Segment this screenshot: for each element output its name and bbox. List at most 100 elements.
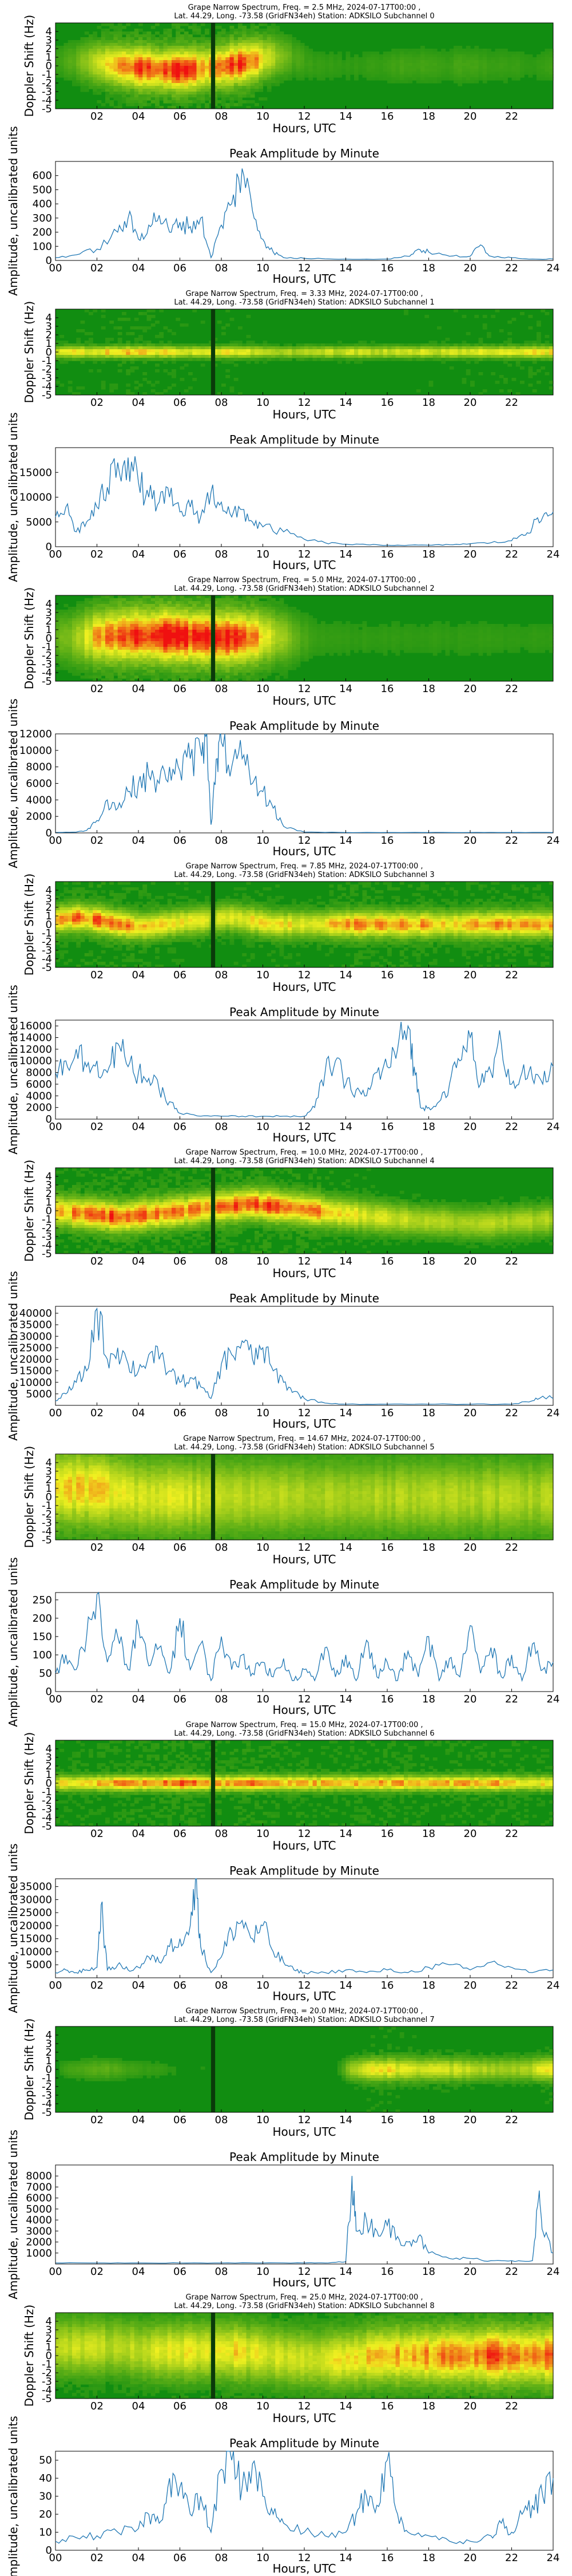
- heatmap-cell: [333, 358, 338, 361]
- heatmap-cell: [159, 77, 164, 81]
- heatmap-cell: [205, 595, 209, 599]
- heatmap-cell: [238, 77, 243, 81]
- heatmap-cell: [142, 77, 148, 81]
- heatmap-cell: [155, 60, 160, 64]
- heatmap-cell: [146, 355, 152, 358]
- heatmap-cell: [470, 352, 475, 355]
- heatmap-cell: [109, 653, 114, 656]
- heatmap-cell: [250, 77, 255, 81]
- heatmap-cell: [470, 57, 475, 61]
- heatmap-cell: [109, 63, 114, 66]
- heatmap-cell: [200, 89, 205, 92]
- heatmap-cell: [221, 94, 226, 98]
- heatmap-cell: [404, 358, 408, 361]
- heatmap-cell: [545, 349, 550, 353]
- heatmap-cell: [146, 343, 152, 347]
- heatmap-cell: [184, 610, 189, 613]
- heatmap-cell: [122, 355, 126, 358]
- heatmap-cell: [150, 607, 156, 610]
- heatmap-cell: [520, 381, 525, 384]
- heatmap-cell: [354, 60, 359, 64]
- heatmap-cell: [337, 60, 342, 64]
- heatmap-cell: [196, 615, 201, 619]
- heatmap-cell: [312, 644, 317, 647]
- heatmap-cell: [196, 74, 201, 78]
- heatmap-cell: [146, 49, 152, 52]
- heatmap-cell: [267, 601, 272, 605]
- heatmap-cell: [146, 77, 152, 81]
- heatmap-cell: [155, 655, 160, 659]
- heatmap-cell: [255, 31, 259, 35]
- heatmap-cell: [255, 63, 259, 66]
- heatmap-cell: [84, 31, 89, 35]
- heatmap-cell: [242, 613, 247, 616]
- heatmap-cell: [229, 80, 235, 84]
- heatmap-cell: [180, 89, 185, 92]
- heatmap-cell: [233, 37, 239, 41]
- heatmap-cell: [437, 69, 442, 72]
- heatmap-cell: [105, 89, 110, 92]
- heatmap-cell: [146, 613, 152, 616]
- heatmap-cell: [130, 641, 135, 645]
- heatmap-cell: [155, 49, 160, 52]
- heatmap-cell: [271, 644, 276, 647]
- heatmap-cell: [72, 349, 77, 353]
- heatmap-cell: [105, 673, 110, 676]
- heatmap-cell: [255, 346, 259, 350]
- heatmap-cell: [72, 638, 77, 642]
- heatmap-cell: [288, 349, 292, 353]
- heatmap-cell: [375, 346, 380, 350]
- heatmap-cell: [250, 624, 255, 627]
- heatmap-cell: [242, 92, 247, 95]
- heatmap-cell: [67, 635, 73, 639]
- heatmap-cell: [180, 595, 185, 599]
- heatmap-cell: [221, 598, 226, 602]
- heatmap-cell: [424, 352, 430, 355]
- x-tick-label: 14: [339, 397, 352, 409]
- heatmap-cell: [126, 83, 131, 86]
- heatmap-cell: [333, 343, 338, 347]
- heatmap-cell: [304, 655, 309, 659]
- heatmap-cell: [89, 667, 93, 670]
- heatmap-cell: [63, 624, 69, 627]
- heatmap-cell: [155, 670, 160, 673]
- heatmap-cell: [275, 601, 280, 605]
- heatmap-cell: [466, 355, 471, 358]
- heatmap-cell: [105, 43, 110, 46]
- heatmap-cell: [167, 74, 172, 78]
- heatmap-cell: [233, 638, 239, 642]
- heatmap-cell: [134, 627, 139, 630]
- heatmap-cell: [255, 343, 259, 347]
- heatmap-cell: [432, 54, 438, 58]
- heatmap-cell: [267, 635, 272, 639]
- heatmap-cell: [163, 675, 168, 679]
- heatmap-cell: [59, 638, 65, 642]
- heatmap-cell: [76, 624, 81, 627]
- heatmap-cell: [180, 343, 185, 347]
- heatmap-cell: [109, 384, 114, 387]
- heatmap-cell: [267, 52, 272, 55]
- heatmap-cell: [462, 381, 467, 384]
- heatmap-cell: [255, 661, 259, 665]
- heatmap-cell: [275, 346, 280, 350]
- heatmap-cell: [126, 332, 131, 335]
- heatmap-cell: [263, 29, 268, 32]
- heatmap-cell: [200, 352, 205, 355]
- heatmap-cell: [80, 37, 85, 41]
- heatmap-cell: [80, 52, 85, 55]
- heatmap-cell: [238, 658, 243, 662]
- heatmap-cell: [72, 83, 77, 86]
- heatmap-cell: [176, 607, 181, 610]
- heatmap-cell: [217, 601, 222, 605]
- heatmap-cell: [84, 604, 89, 607]
- heatmap-cell: [288, 633, 292, 636]
- heatmap-cell: [399, 349, 404, 353]
- heatmap-cell: [180, 323, 185, 327]
- heatmap-cell: [308, 77, 313, 81]
- heatmap-cell: [167, 77, 172, 81]
- heatmap-cell: [263, 346, 268, 350]
- heatmap-cell: [528, 69, 533, 72]
- heatmap-cell: [59, 60, 65, 64]
- heatmap-cell: [176, 37, 181, 41]
- heatmap-cell: [470, 72, 475, 75]
